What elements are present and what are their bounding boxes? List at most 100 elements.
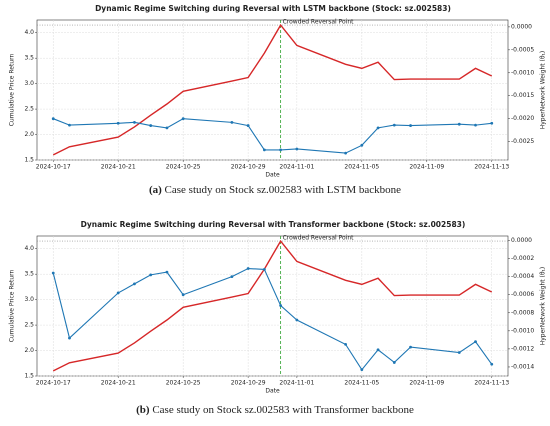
series-marker: [295, 318, 299, 322]
series-marker: [279, 148, 283, 152]
y-tick-label: 3.5: [24, 55, 34, 62]
series-marker: [376, 348, 380, 352]
series-marker: [68, 123, 71, 127]
y2-axis-label: HyperNetwork Weight (θ₁): [540, 267, 547, 346]
y2-tick-label: -0.0002: [511, 255, 534, 262]
series-marker: [262, 148, 266, 152]
series-marker: [392, 361, 396, 364]
caption-text: Case study on Stock sz.002583 with LSTM …: [165, 184, 402, 196]
y-tick-label: 3.5: [24, 271, 34, 278]
y2-tick-label: -0.0004: [511, 273, 534, 280]
caption: (b) Case study on Stock sz.002583 with T…: [136, 404, 414, 416]
x-tick-label: 2024-10-25: [166, 380, 201, 387]
y2-tick-label: 0.0000: [511, 237, 532, 244]
x-tick-label: 2024-11-05: [344, 164, 379, 171]
series-marker: [262, 268, 266, 271]
y2-axis-label: HyperNetwork Weight (θ₁): [540, 51, 547, 130]
x-tick-label: 2024-11-09: [409, 380, 444, 387]
series-marker: [409, 124, 412, 127]
x-tick-label: 2024-10-21: [101, 380, 136, 387]
series-line: [52, 239, 493, 372]
y2-tick-label: -0.0006: [511, 291, 534, 298]
x-axis-label: Date: [265, 388, 280, 395]
series-marker: [51, 117, 55, 121]
y-axis-label: Cumulative Price Return: [9, 54, 16, 127]
series-marker: [490, 362, 494, 366]
y2-tick-label: -0.0010: [511, 69, 534, 76]
series-marker: [68, 336, 71, 340]
y2-tick-label: -0.0015: [511, 92, 534, 99]
y-tick-label: 1.5: [24, 157, 34, 164]
series-marker: [457, 351, 461, 354]
caption-text: Case study on Stock sz.002583 with Trans…: [152, 404, 414, 416]
y2-tick-label: 0.0000: [511, 23, 532, 30]
series-line: [52, 23, 493, 156]
series-marker: [279, 304, 283, 307]
annotation-label: Crowded Reversal Point: [283, 235, 355, 242]
series-marker: [376, 126, 380, 130]
chart-title: Dynamic Regime Switching during Reversal…: [95, 4, 451, 13]
x-tick-label: 2024-11-01: [279, 380, 314, 387]
series-marker: [165, 126, 169, 130]
y2-tick-label: -0.0020: [511, 115, 534, 122]
x-tick-label: 2024-10-21: [101, 164, 136, 171]
series-marker: [149, 273, 153, 277]
series-marker: [116, 121, 120, 125]
caption-tag: (a): [149, 184, 162, 196]
series-marker: [360, 143, 364, 147]
series-marker: [116, 291, 120, 295]
series-line: [52, 267, 493, 371]
series-marker: [133, 282, 136, 286]
series-marker: [246, 124, 250, 127]
series-marker: [230, 120, 234, 124]
x-axis-label: Date: [265, 172, 280, 179]
y-tick-label: 2.0: [24, 131, 34, 138]
y-tick-label: 3.0: [24, 296, 34, 303]
caption: (a) Case study on Stock sz.002583 with L…: [149, 184, 401, 196]
series-marker: [230, 275, 234, 279]
series-marker: [474, 123, 477, 127]
x-tick-label: 2024-10-17: [36, 380, 71, 387]
y2-tick-label: -0.0012: [511, 345, 534, 352]
x-tick-label: 2024-11-01: [279, 164, 314, 171]
x-tick-label: 2024-11-09: [409, 164, 444, 171]
y-axis-label: Cumulative Price Return: [9, 270, 16, 343]
y-tick-label: 2.0: [24, 347, 34, 354]
series-marker: [490, 121, 494, 125]
series-marker: [181, 293, 185, 297]
series-marker: [165, 270, 169, 274]
series-line: [53, 118, 492, 154]
chart-title: Dynamic Regime Switching during Reversal…: [81, 220, 466, 229]
y2-tick-label: -0.0014: [511, 363, 534, 370]
series-marker: [51, 271, 55, 275]
y2-tick-label: -0.0010: [511, 327, 534, 334]
x-tick-label: 2024-10-25: [166, 164, 201, 171]
annotation-label: Crowded Reversal Point: [283, 19, 355, 26]
series-marker: [295, 147, 299, 151]
y-tick-label: 1.5: [24, 373, 34, 380]
y-tick-label: 3.0: [24, 80, 34, 87]
y2-tick-label: -0.0005: [511, 46, 534, 53]
series-marker: [392, 123, 396, 127]
x-tick-label: 2024-11-13: [474, 164, 509, 171]
y-tick-label: 4.0: [24, 245, 34, 252]
x-tick-label: 2024-11-13: [474, 380, 509, 387]
x-tick-label: 2024-10-17: [36, 164, 71, 171]
series-marker: [149, 124, 153, 127]
series-marker: [409, 345, 412, 349]
series-marker: [181, 117, 185, 121]
series-marker: [246, 267, 250, 270]
y2-tick-label: -0.0025: [511, 138, 534, 145]
series-marker: [344, 151, 347, 155]
x-tick-label: 2024-11-05: [344, 380, 379, 387]
series-marker: [344, 342, 347, 346]
series-marker: [133, 120, 136, 124]
x-tick-label: 2024-10-29: [231, 164, 266, 171]
x-tick-label: 2024-10-29: [231, 380, 266, 387]
series-marker: [360, 368, 364, 372]
y-tick-label: 2.5: [24, 106, 34, 113]
series-marker: [457, 122, 461, 126]
y-tick-label: 2.5: [24, 322, 34, 329]
caption-tag: (b): [136, 404, 150, 416]
